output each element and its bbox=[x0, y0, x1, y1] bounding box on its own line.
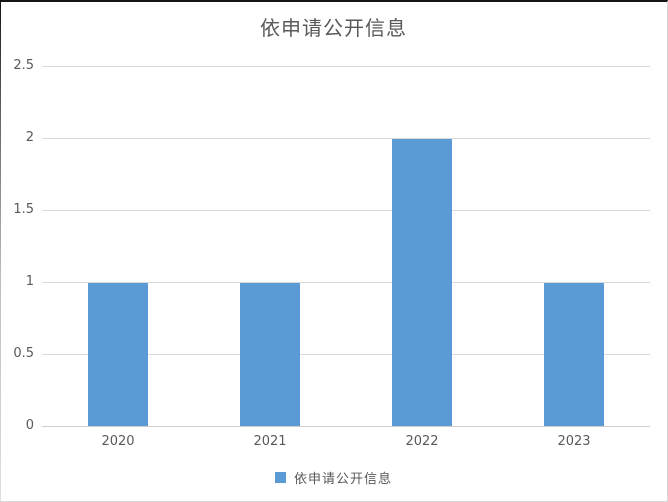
y-axis-tick-label: 1.5 bbox=[13, 202, 34, 217]
gridline-y-0 bbox=[42, 426, 650, 427]
y-axis-tick-label: 0.5 bbox=[13, 346, 34, 361]
legend: 依申请公开信息 bbox=[0, 468, 667, 487]
x-axis-tick-label-2022: 2022 bbox=[405, 434, 439, 449]
gridline-y-0.5 bbox=[42, 354, 650, 355]
bar-2022 bbox=[392, 139, 452, 426]
gridline-y-2.5 bbox=[42, 66, 650, 67]
gridline-y-2 bbox=[42, 138, 650, 139]
gridline-y-1.5 bbox=[42, 210, 650, 211]
chart-title: 依申请公开信息 bbox=[260, 16, 407, 40]
bar-2020 bbox=[88, 283, 148, 426]
bar-2023 bbox=[544, 283, 604, 426]
y-axis-tick-label: 2 bbox=[25, 130, 34, 145]
x-axis-tick-label-2021: 2021 bbox=[253, 434, 287, 449]
y-axis-tick-label: 2.5 bbox=[13, 58, 34, 73]
y-axis-tick-label: 0 bbox=[25, 418, 34, 433]
legend-label: 依申请公开信息 bbox=[293, 472, 392, 487]
y-axis-tick-label: 1 bbox=[25, 274, 34, 289]
gridline-y-1 bbox=[42, 282, 650, 283]
bar-2021 bbox=[240, 283, 300, 426]
x-axis-tick-label-2023: 2023 bbox=[557, 434, 591, 449]
legend-swatch-icon bbox=[274, 472, 286, 483]
x-axis-tick-label-2020: 2020 bbox=[101, 434, 135, 449]
